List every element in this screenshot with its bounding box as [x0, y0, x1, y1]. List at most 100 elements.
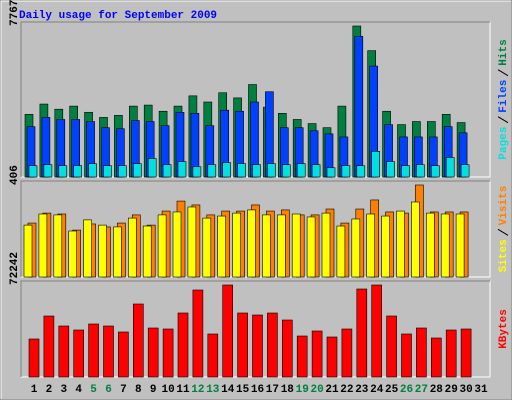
bar	[172, 211, 182, 278]
x-tick-label: 15	[236, 384, 250, 396]
legend-label: Hits	[498, 39, 510, 65]
x-tick-label: 3	[60, 384, 67, 396]
bar	[162, 164, 172, 178]
bar	[371, 151, 381, 178]
bar	[133, 163, 142, 178]
bar	[142, 225, 152, 278]
bar	[411, 201, 420, 278]
x-tick-label: 24	[370, 384, 384, 396]
bar	[207, 164, 217, 178]
bar	[118, 165, 127, 178]
bar	[455, 213, 465, 278]
bar	[162, 328, 174, 378]
bar	[187, 206, 197, 278]
bar	[366, 213, 376, 278]
plot-bevel	[20, 180, 490, 277]
bar	[276, 214, 286, 278]
bar	[128, 217, 137, 278]
bar	[157, 214, 167, 278]
plot-bevel	[20, 280, 490, 377]
x-tick-label: 25	[385, 384, 399, 396]
bar	[133, 303, 144, 378]
bar	[401, 333, 412, 378]
bar	[113, 226, 122, 278]
bar	[252, 314, 263, 378]
x-tick-label: 7	[120, 384, 127, 396]
x-tick-label: 28	[430, 384, 444, 396]
x-tick-label: 12	[191, 384, 204, 396]
x-tick-label: 1	[31, 384, 38, 396]
bar	[237, 163, 246, 178]
bar	[296, 335, 308, 378]
x-tick-label: 23	[355, 384, 369, 396]
x-tick-label: 20	[310, 384, 323, 396]
bar	[356, 288, 368, 378]
bar	[281, 319, 293, 378]
bar	[247, 209, 256, 278]
bar	[38, 213, 48, 278]
x-tick-label: 2	[46, 384, 53, 396]
bar	[43, 315, 55, 378]
x-tick-label: 4	[75, 384, 82, 396]
bar	[440, 213, 450, 278]
bar	[237, 312, 248, 378]
x-tick-label: 6	[105, 384, 112, 396]
legend: Pages Files Hits	[497, 39, 510, 160]
bar	[73, 329, 84, 378]
x-tick-label: 19	[296, 384, 309, 396]
x-tick-label: 18	[281, 384, 295, 396]
bar	[207, 333, 219, 378]
bar	[177, 312, 189, 378]
y-tick-label: 72242	[9, 252, 21, 285]
bar	[430, 165, 440, 178]
bar	[445, 329, 457, 378]
bar	[430, 337, 442, 378]
bar	[386, 315, 397, 378]
bar	[267, 163, 276, 178]
chart-title: Daily usage for September 2009	[19, 10, 217, 22]
bar	[326, 336, 338, 378]
bar	[291, 213, 301, 278]
bar	[23, 224, 33, 278]
bar	[354, 35, 364, 178]
legend-label: Files	[498, 80, 510, 113]
bar	[217, 215, 226, 278]
plot-bevel	[20, 21, 490, 177]
bar	[460, 328, 472, 378]
bar	[103, 325, 114, 378]
x-tick-label: 29	[445, 384, 458, 396]
bar	[445, 157, 455, 178]
bar	[98, 224, 107, 278]
legend-separator	[497, 69, 509, 77]
bar	[356, 165, 366, 178]
bar	[147, 158, 157, 178]
bar	[396, 210, 405, 278]
bar	[341, 165, 351, 178]
bar	[177, 161, 187, 178]
legend-label: Pages	[498, 127, 510, 160]
bar	[58, 325, 70, 378]
bar	[416, 164, 425, 178]
bar	[118, 331, 129, 378]
bar	[281, 164, 291, 178]
bar	[103, 165, 112, 178]
x-tick-label: 22	[340, 384, 353, 396]
y-tick-label: 406	[9, 165, 21, 185]
x-tick-label: 10	[161, 384, 174, 396]
x-tick-label: 13	[206, 384, 220, 396]
x-tick-label: 21	[325, 384, 339, 396]
bar	[28, 338, 40, 378]
x-tick-label: 27	[415, 384, 428, 396]
bar	[351, 218, 361, 278]
bar	[232, 212, 241, 278]
x-tick-label: 31	[474, 384, 488, 396]
legend: Sites Visits	[497, 186, 510, 272]
bar	[425, 212, 435, 278]
bar	[192, 289, 204, 378]
bar	[460, 164, 470, 178]
bar	[381, 215, 390, 278]
bar	[326, 167, 336, 178]
bar	[192, 166, 202, 178]
